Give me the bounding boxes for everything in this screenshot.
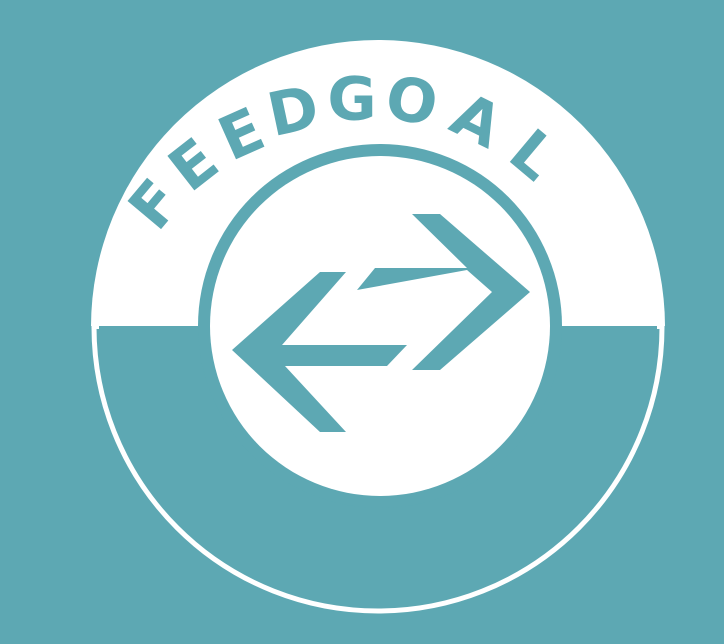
badge-divider-right [657,326,663,329]
wordmark-letter: G [327,65,376,135]
bidirectional-arrows-icon [232,214,530,432]
left-arrow-icon [232,272,407,432]
badge-divider-left [93,326,99,329]
right-arrow-icon [357,214,530,370]
